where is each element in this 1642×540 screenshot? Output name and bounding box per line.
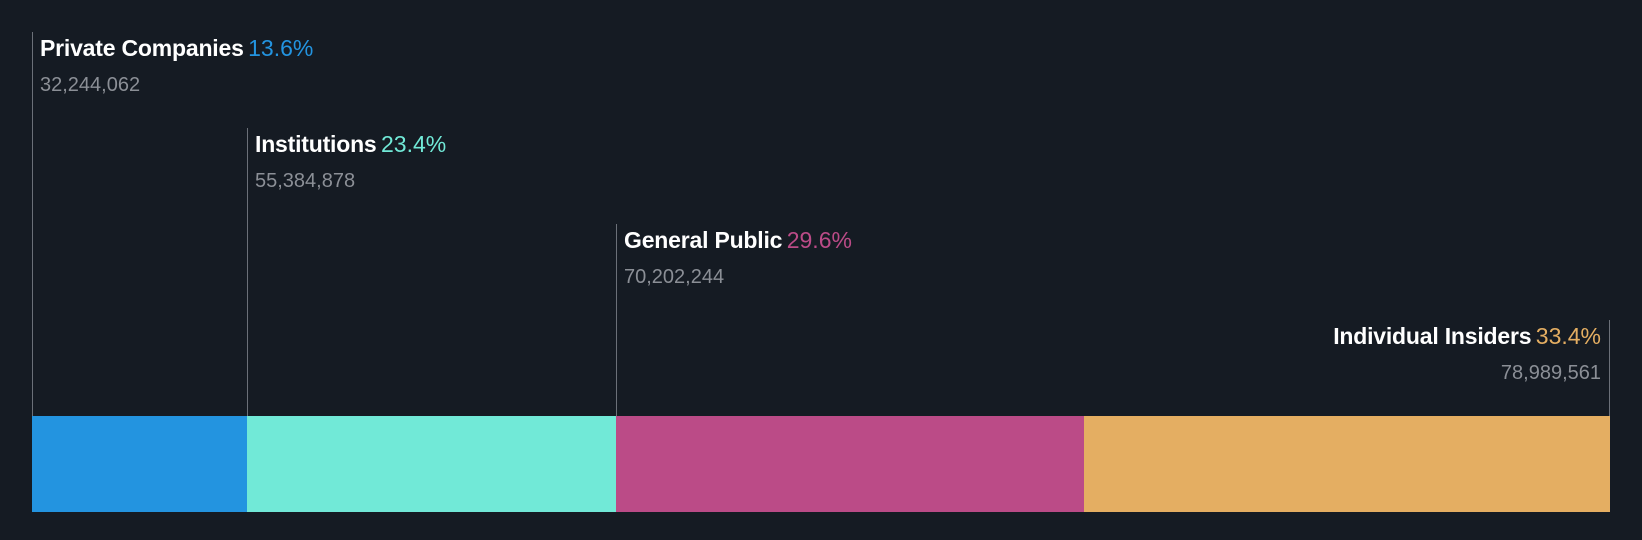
segment-name: General Public [624,227,783,253]
label-general-public: General Public 29.6% 70,202,244 [624,227,852,289]
segment-name: Individual Insiders [1333,323,1532,349]
segment-percent: 33.4% [1535,323,1601,349]
bar-segment-institutions[interactable] [247,416,616,512]
segment-shares: 78,989,561 [1500,362,1601,384]
segment-shares: 32,244,062 [40,74,141,96]
label-institutions: Institutions 23.4% 55,384,878 [255,131,446,193]
stacked-ownership-bar [32,416,1610,512]
label-individual-insiders: Individual Insiders 33.4% 78,989,561 [1333,323,1601,385]
segment-shares: 55,384,878 [255,170,356,192]
marker-line-institutions [247,128,248,416]
segment-name: Private Companies [40,35,244,61]
label-private-companies: Private Companies 13.6% 32,244,062 [40,35,313,97]
segment-percent: 13.6% [248,35,314,61]
marker-line-private-companies [32,32,33,416]
marker-line-general-public [616,224,617,416]
segment-shares: 70,202,244 [624,266,725,288]
segment-percent: 29.6% [786,227,852,253]
segment-percent: 23.4% [380,131,447,157]
marker-line-individual-insiders [1609,320,1610,416]
bar-segment-individual-insiders[interactable] [1084,416,1610,512]
segment-name: Institutions [255,131,377,157]
bar-segment-private-companies[interactable] [32,416,247,512]
bar-segment-general-public[interactable] [616,416,1084,512]
